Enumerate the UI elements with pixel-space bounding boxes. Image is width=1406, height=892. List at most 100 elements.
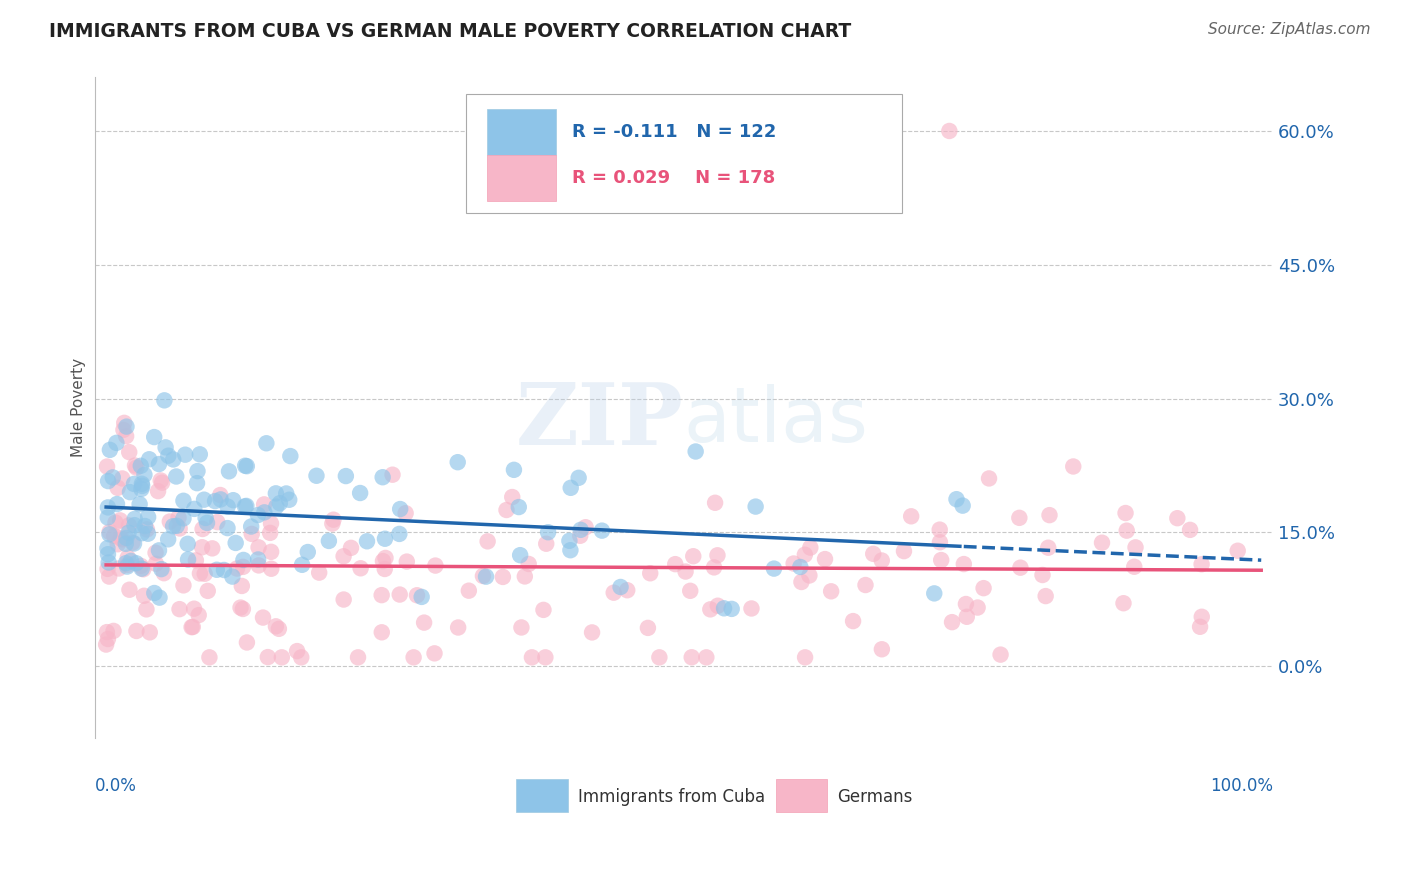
Point: [955, 597, 977, 611]
Point: [111, 471, 134, 485]
Point: [96, 625, 118, 640]
Point: [381, 467, 404, 482]
Point: [162, 452, 184, 467]
Point: [501, 490, 523, 504]
Point: [744, 500, 766, 514]
Point: [517, 557, 540, 571]
Point: [638, 566, 661, 581]
Point: [685, 444, 707, 458]
Point: [264, 619, 287, 633]
Point: [664, 557, 686, 571]
Point: [682, 549, 704, 564]
Point: [706, 599, 728, 613]
Point: [118, 582, 141, 597]
FancyBboxPatch shape: [486, 109, 557, 154]
Point: [231, 579, 253, 593]
Point: [1178, 523, 1201, 537]
Point: [264, 486, 287, 500]
Point: [232, 602, 254, 616]
Point: [1191, 558, 1213, 572]
Point: [236, 459, 259, 474]
Point: [278, 492, 301, 507]
Point: [207, 515, 229, 529]
Point: [814, 552, 837, 566]
Point: [799, 568, 821, 582]
Point: [122, 536, 145, 550]
Point: [105, 435, 128, 450]
Point: [134, 467, 156, 482]
Point: [217, 521, 239, 535]
Point: [1062, 459, 1084, 474]
Point: [115, 531, 138, 545]
Point: [703, 560, 725, 574]
Point: [159, 515, 181, 529]
Point: [335, 469, 357, 483]
Point: [720, 602, 742, 616]
Point: [97, 556, 120, 570]
Point: [131, 479, 153, 493]
Point: [256, 650, 278, 665]
Point: [260, 516, 283, 531]
Point: [280, 449, 302, 463]
Point: [101, 470, 124, 484]
Point: [122, 477, 145, 491]
Point: [371, 470, 394, 484]
Point: [977, 471, 1000, 485]
Point: [938, 124, 960, 138]
Text: 100.0%: 100.0%: [1209, 777, 1272, 795]
Point: [97, 632, 120, 646]
Point: [842, 614, 865, 628]
Point: [111, 533, 134, 547]
Point: [209, 488, 232, 502]
Point: [187, 608, 209, 623]
Point: [374, 550, 396, 565]
Point: [349, 486, 371, 500]
Point: [305, 468, 328, 483]
Point: [131, 562, 153, 576]
Point: [893, 544, 915, 558]
Point: [356, 534, 378, 549]
Point: [371, 554, 394, 568]
Point: [191, 541, 214, 555]
Point: [953, 557, 976, 571]
Point: [945, 492, 967, 507]
Point: [713, 601, 735, 615]
Point: [695, 650, 717, 665]
Point: [194, 566, 217, 581]
Point: [139, 625, 162, 640]
Point: [616, 583, 638, 598]
Point: [266, 500, 288, 514]
Point: [153, 393, 176, 408]
Point: [155, 441, 177, 455]
Point: [922, 586, 945, 600]
Point: [180, 620, 202, 634]
Point: [349, 561, 371, 575]
Point: [699, 602, 721, 616]
Point: [492, 570, 515, 584]
Point: [340, 541, 363, 555]
Point: [150, 562, 173, 576]
Text: R = 0.029    N = 178: R = 0.029 N = 178: [572, 169, 775, 187]
Point: [108, 513, 131, 527]
Point: [112, 416, 135, 430]
Point: [862, 547, 884, 561]
Point: [870, 553, 893, 567]
Point: [929, 535, 952, 549]
Point: [956, 609, 979, 624]
Point: [166, 519, 188, 533]
Point: [149, 474, 172, 488]
Text: atlas: atlas: [683, 384, 869, 458]
Point: [297, 545, 319, 559]
Point: [900, 509, 922, 524]
Point: [145, 557, 167, 571]
Point: [260, 562, 283, 576]
Point: [413, 615, 436, 630]
Point: [103, 529, 125, 543]
Text: R = -0.111   N = 122: R = -0.111 N = 122: [572, 122, 776, 141]
Point: [247, 552, 270, 566]
Point: [648, 650, 671, 665]
Point: [104, 516, 127, 530]
Point: [229, 600, 252, 615]
Point: [97, 510, 120, 524]
Point: [425, 558, 447, 573]
